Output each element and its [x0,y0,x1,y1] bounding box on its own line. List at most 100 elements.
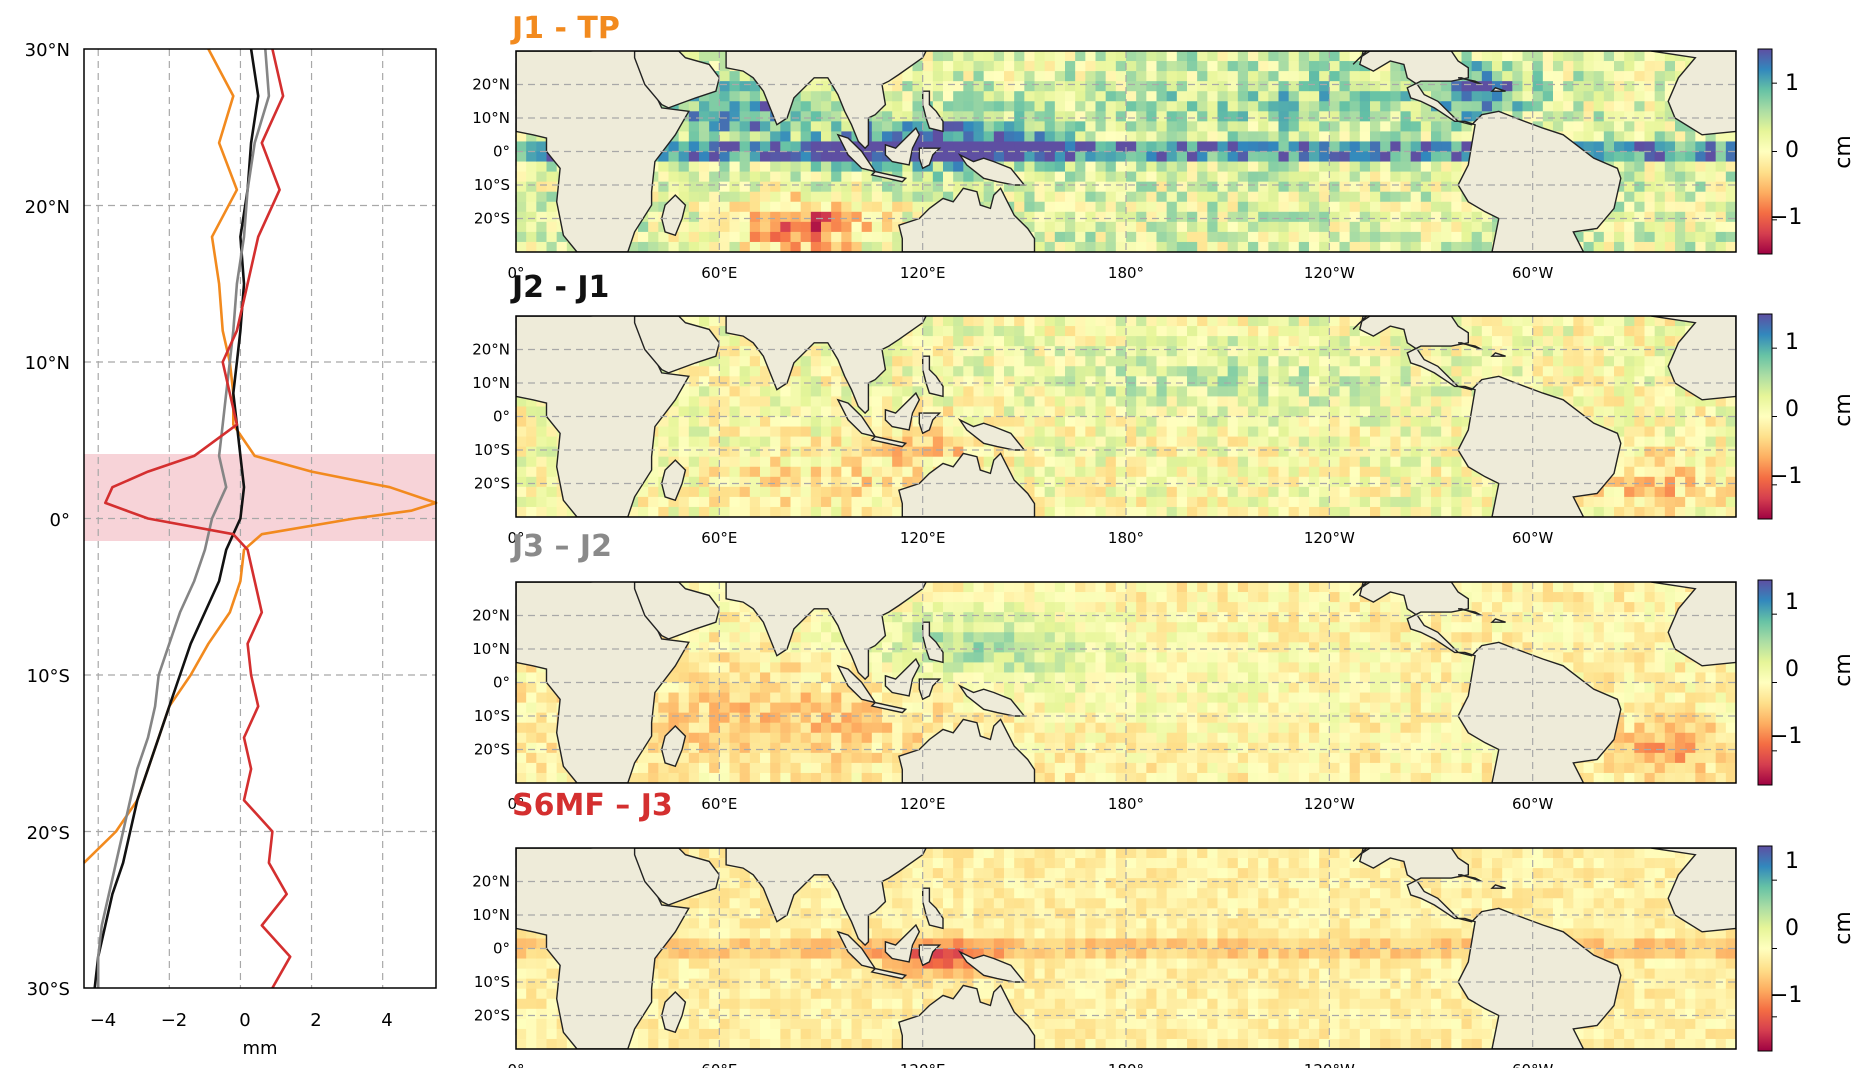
map-cell [922,396,934,407]
map-cell [1583,131,1595,142]
map-cell [1126,456,1137,468]
map-cell [1319,181,1330,193]
map-cell [638,486,649,498]
map-cell [1258,61,1269,72]
map-cell [1034,111,1046,122]
map-cell [1004,336,1015,347]
map-cell [932,406,944,417]
map-cell [892,466,903,478]
map-cell [1451,161,1462,172]
map-cell [1532,61,1544,72]
map-cell [1217,386,1229,397]
map-cell [1156,376,1168,387]
map-cell [536,161,547,172]
map-cell [1725,426,1737,437]
map-cell [1451,346,1462,357]
map-cell [983,376,995,387]
map-cell [1217,316,1229,327]
map-cell [1441,151,1452,162]
map-cell [1034,151,1046,162]
map-cell [1400,221,1412,233]
map-cell [1512,336,1523,347]
map-cell [1126,141,1137,152]
map-cell [1207,191,1218,203]
map-cell [1532,346,1544,357]
map-cell [1349,51,1361,62]
map-lat-tick: 20°S [474,475,510,493]
map-cell [1004,446,1015,458]
map-cell [1166,476,1178,488]
map-cell [1309,201,1320,213]
map-cell [1553,71,1564,82]
map-cell [1146,71,1157,82]
map-cell [871,171,883,183]
map-cell [709,356,720,367]
map-cell [526,446,537,458]
map-cell [1248,316,1259,327]
map-cell [1349,316,1361,327]
map-cell [1126,221,1137,233]
map-cell [1420,496,1432,508]
map-cell [1095,171,1107,183]
map-cell [1329,416,1340,427]
map-cell [760,221,771,233]
map-cell [1309,71,1320,82]
map-cell [1715,181,1727,193]
map-cell [729,446,741,458]
map-cell [1288,366,1300,377]
map-cell [871,141,883,152]
map-cell [1349,406,1361,417]
map-cell [1288,346,1300,357]
map-cell [526,456,537,468]
map-cell [912,171,924,183]
map-cell [1593,141,1605,152]
map-cell [1644,466,1656,478]
map-cell [1065,326,1076,337]
map-cell [953,131,964,142]
map-cell [932,426,944,437]
map-cell [1390,366,1401,377]
map-cell [688,111,700,122]
map-cell [1034,81,1046,92]
map-cell [1065,181,1076,193]
map-cell [1115,406,1127,417]
map-cell [1532,91,1544,102]
map-cell [1298,181,1310,193]
map-cell [1593,121,1605,132]
map-cell [1664,426,1676,437]
map-cell [1420,436,1432,448]
map-cell [678,436,690,448]
map-cell [1319,466,1330,478]
map-cell [963,111,974,122]
map-cell [1268,201,1279,213]
map-cell [1227,386,1239,397]
map-cell [882,201,893,213]
map-cell [1664,386,1676,397]
map-cell [1278,416,1290,427]
map-cell [1593,91,1605,102]
map-cell [1573,336,1584,347]
map-cell [1695,211,1706,223]
map-cell [1044,191,1056,203]
profile-highlight-band [84,454,436,541]
map-cell [1715,496,1727,508]
map-panel-2: 20°N10°N0°10°S20°S0° 60°E 120°E 180° 120°W 60… [472,579,1777,813]
map-cell [1431,476,1442,488]
map-cell [648,496,659,508]
map-cell [1095,131,1107,142]
map-cell [790,486,802,498]
map-cell [1075,436,1086,448]
map-cell [1166,506,1178,518]
map-cell [1603,506,1615,518]
map-cell [729,346,741,357]
map-cell [1024,161,1035,172]
map-cell [1166,121,1178,132]
map-cell [882,241,893,253]
map-cell [1420,346,1432,357]
map-cell [1400,131,1412,142]
map-cell [1309,81,1320,92]
map-cell [861,211,873,223]
map-cell [749,201,761,213]
map-cell [1268,51,1279,62]
map-cell [1298,476,1310,488]
